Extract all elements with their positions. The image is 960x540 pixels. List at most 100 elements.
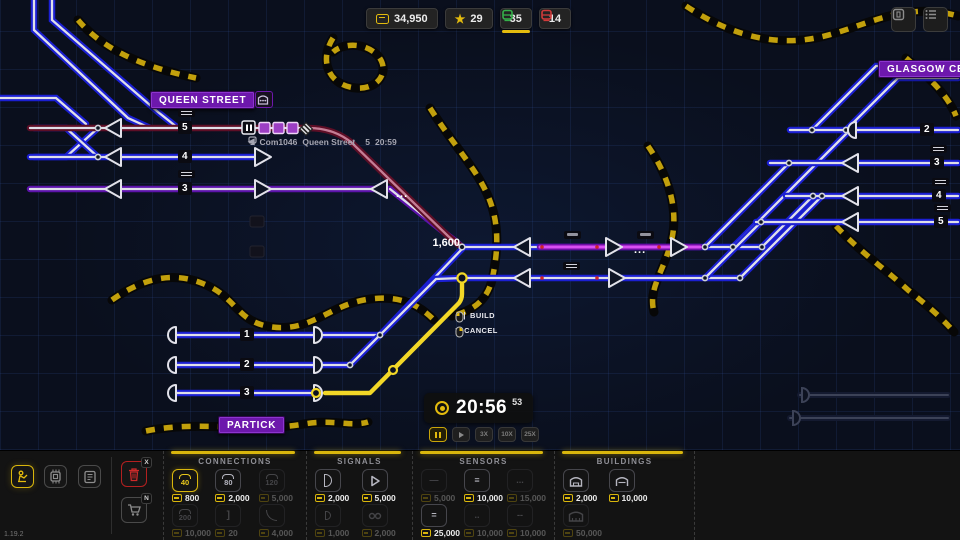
platform-number: 5 [934,215,948,228]
train-platform: 5 [365,137,370,147]
demolish-button[interactable]: X [121,461,147,487]
trains-running-counter[interactable]: 35 [500,8,532,29]
money-icon [259,529,269,537]
build-mode-button[interactable] [11,465,34,488]
build-label: BUILD [470,311,495,320]
tool-sensor-timer[interactable]: ≡ 10,000 [464,469,503,503]
tool-track-40[interactable]: 40 800 [172,469,211,503]
clock-icon [435,401,449,415]
tool-sensor-multi[interactable]: ... 15,000 [507,469,546,503]
tool-track-120[interactable]: 120 5,000 [259,469,298,503]
play-button[interactable] [452,427,470,442]
station-icon[interactable] [255,91,273,108]
money-icon [507,494,517,502]
game-screen: Queen Street Glasgow Central Partick 5 4… [0,0,960,540]
book-icon [83,470,97,484]
tool-sensor-dots[interactable]: .. 10,000 [464,504,503,538]
tool-track-200[interactable]: 200 10,000 [172,504,211,538]
mouse-left-icon [455,311,464,323]
toolbar-divider [111,457,112,534]
play-icon [459,432,464,438]
sensor-mark[interactable] [178,170,195,178]
path-signal-icon [324,474,332,487]
manual-mode-button[interactable] [78,465,101,488]
station-badge-partick[interactable]: Partick [218,416,285,434]
platform-number: 3 [178,182,192,195]
platform-number: 3 [930,156,944,169]
money-icon [421,529,431,537]
money-icon [609,494,619,502]
block-signal-icon [368,474,382,488]
station-badge-queen-street[interactable]: Queen Street [150,91,255,109]
route-ellipsis: ... [634,244,646,256]
speed-25x-button[interactable]: 25X [521,427,539,442]
chip-icon [48,469,63,484]
tool-depot[interactable]: 10,000 [609,469,651,503]
station-badge-glasgow-central[interactable]: Glasgow Central [878,60,960,78]
rail-map[interactable]: Queen Street Glasgow Central Partick 5 4… [0,0,960,450]
sensor-mark[interactable] [563,262,580,270]
train[interactable] [242,121,312,135]
tool-path-signal[interactable]: 2,000 [315,469,358,503]
mouse-right-icon [455,326,464,338]
section-buildings: Buildings 2,000 10,000 50,000 [555,451,695,540]
money-icon [172,529,182,537]
trash-icon [127,467,141,482]
section-title: Connections [164,457,306,466]
sensor-mark[interactable] [932,178,949,186]
shop-keybind: N [141,493,152,504]
money-icon [315,529,325,537]
platform-number: 2 [240,358,254,371]
depot-building-icon [614,474,630,488]
section-title: Sensors [413,457,554,466]
train-green-icon [501,9,514,22]
stars-counter: ★ 29 [445,8,493,29]
platform-number: 1 [240,328,254,341]
inactive-tracks[interactable] [790,388,948,425]
tool-bumper[interactable]: ] 20 [215,504,254,538]
tool-mini-signal[interactable]: 1,000 [315,504,358,538]
sensor-mark[interactable] [637,231,654,239]
money-icon [464,529,474,537]
sensor-mark[interactable] [178,109,195,117]
money-icon [563,494,573,502]
cancel-hint: × CANCEL [455,326,498,335]
money-icon [563,529,573,537]
train-destination: Queen Street [302,137,355,147]
mini-signal-icon [325,511,331,520]
build-toolbar: X N Connections 40 800 80 2,000 [0,450,960,540]
tool-track-80[interactable]: 80 2,000 [215,469,254,503]
tool-sensor-equal[interactable]: = 25,000 [421,504,460,538]
menu-list-button[interactable] [923,7,948,32]
platform-number: 4 [178,150,192,163]
shop-button[interactable]: N [121,497,147,523]
tool-big-station[interactable]: 50,000 [563,504,605,538]
trains-alert-counter[interactable]: 14 [539,8,571,29]
tool-sensor-dash[interactable]: -- 10,000 [507,504,546,538]
sensor-mark[interactable] [930,145,947,153]
speed-10x-button[interactable]: 10X [498,427,516,442]
systems-mode-button[interactable] [44,465,67,488]
train-info-label[interactable]: ◀ Com1046 Queen Street 5 20:59 [248,136,397,147]
sensor-mark[interactable] [564,231,581,239]
tool-double-signal[interactable]: 2,000 [362,504,405,538]
big-station-icon [568,509,584,523]
tool-block-signal[interactable]: 5,000 [362,469,405,503]
tool-curve[interactable]: 4,000 [259,504,298,538]
money-value: 34,950 [394,13,428,25]
sensor-mark[interactable] [934,204,951,212]
speed-controls: 3X 10X 25X [429,427,539,442]
journal-button[interactable] [891,7,916,32]
signals-layer[interactable] [105,119,858,401]
money-icon [507,529,517,537]
money-icon [259,494,269,502]
money-icon [421,494,431,502]
tool-station[interactable]: 2,000 [563,469,605,503]
double-signal-icon [368,511,382,521]
tool-sensor-basic[interactable]: — 5,000 [421,469,460,503]
pause-button[interactable] [429,427,447,442]
curve-icon [266,510,277,521]
route-ellipsis: ... [396,188,408,200]
speed-3x-button[interactable]: 3X [475,427,493,442]
money-icon [376,14,389,24]
